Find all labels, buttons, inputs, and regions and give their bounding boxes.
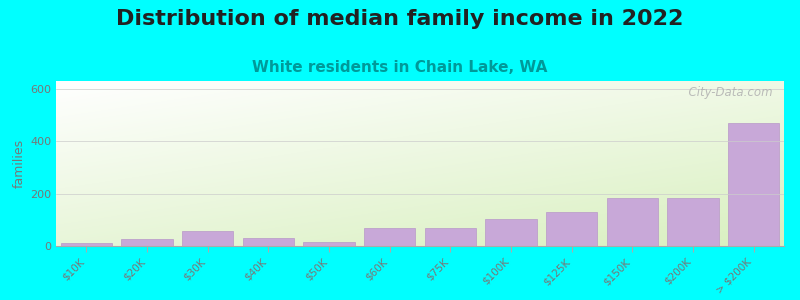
Bar: [667, 198, 718, 246]
Bar: [486, 218, 537, 246]
Bar: [728, 123, 779, 246]
Bar: [122, 239, 173, 246]
Bar: [606, 198, 658, 246]
Bar: [61, 243, 112, 246]
Bar: [182, 231, 234, 246]
Text: City-Data.com: City-Data.com: [682, 86, 773, 99]
Text: White residents in Chain Lake, WA: White residents in Chain Lake, WA: [252, 60, 548, 75]
Bar: [242, 238, 294, 246]
Text: Distribution of median family income in 2022: Distribution of median family income in …: [116, 9, 684, 29]
Bar: [364, 228, 415, 246]
Bar: [546, 212, 598, 246]
Bar: [425, 228, 476, 246]
Y-axis label: families: families: [13, 139, 26, 188]
Bar: [303, 242, 354, 246]
